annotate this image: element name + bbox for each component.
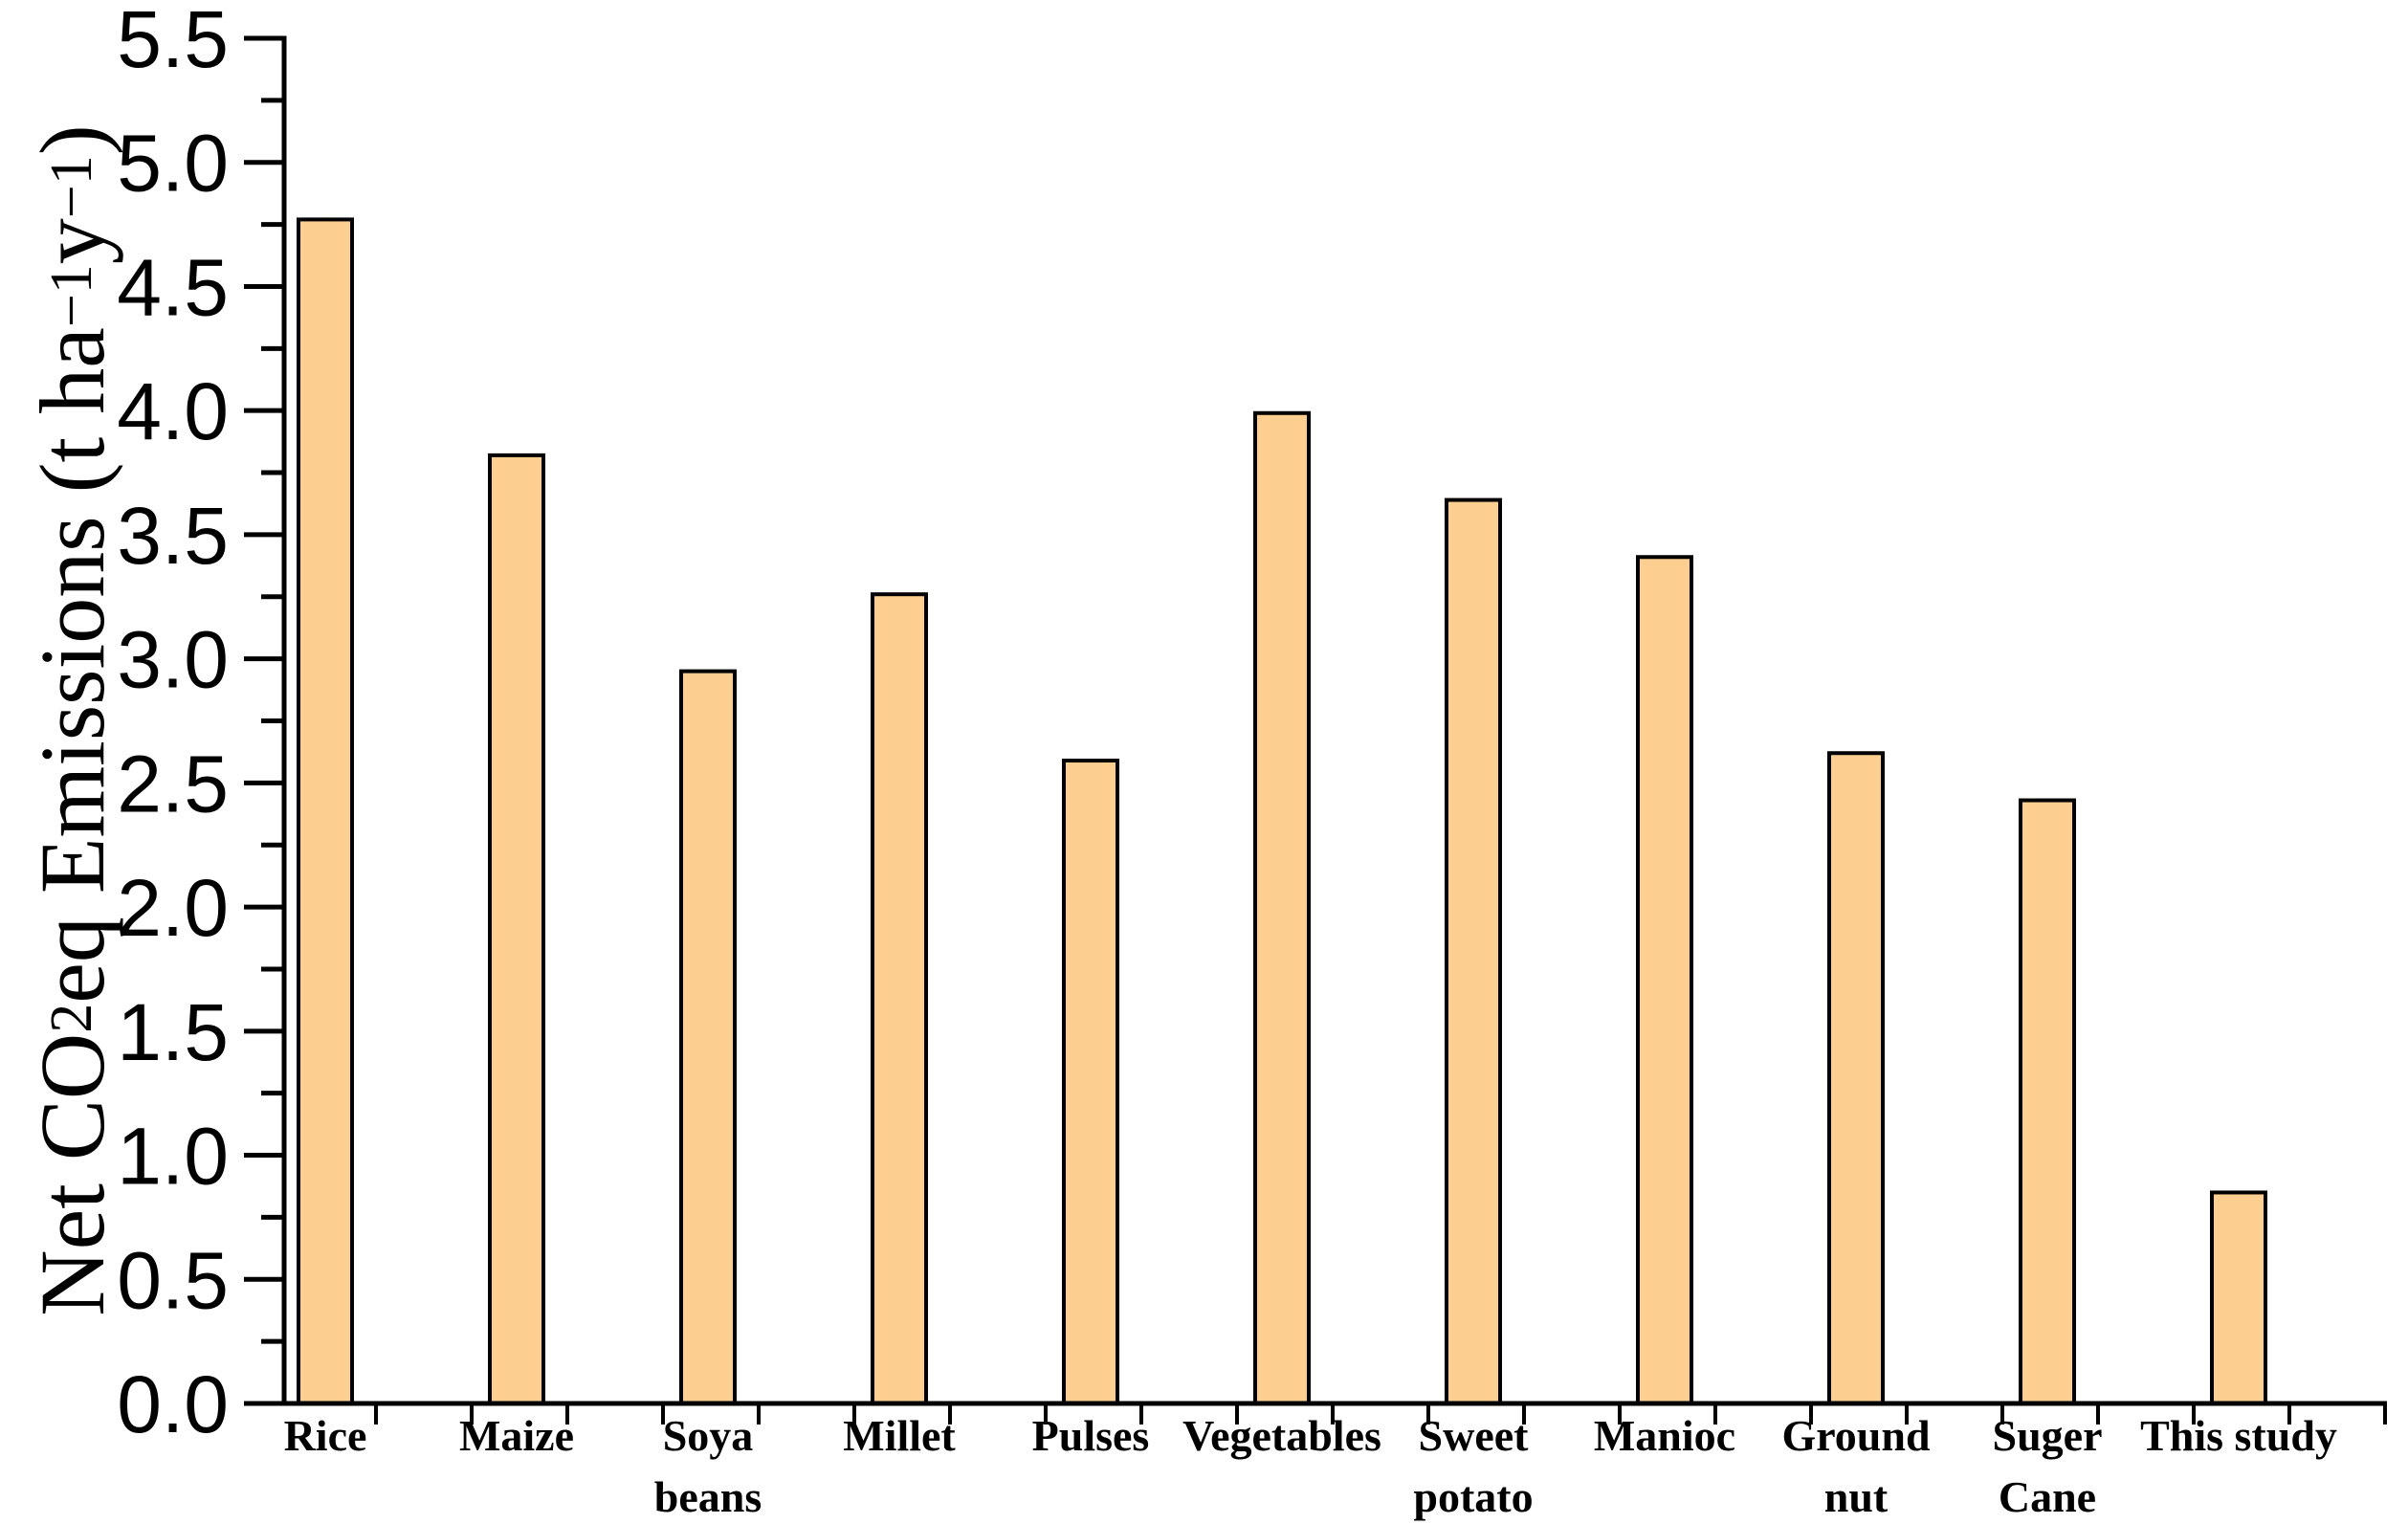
y-tick-label: 0.0 <box>117 1359 229 1449</box>
y-axis-title-segment: y <box>20 218 123 265</box>
y-tick-label: 1.0 <box>117 1112 229 1202</box>
x-category-label-7-line1: Sweet <box>1419 1411 1530 1460</box>
y-tick-label: 4.0 <box>117 366 229 456</box>
x-category-label-8: Manioc <box>1594 1411 1735 1460</box>
bar-8 <box>1636 555 1693 1405</box>
y-tick-label: 1.5 <box>117 987 229 1077</box>
y-axis-title-segment-sup: −1 <box>38 264 104 328</box>
y-axis-title-segment: eq Emissions (t ha <box>20 327 123 1004</box>
bar-5 <box>1062 759 1119 1405</box>
y-tick-label: 0.5 <box>117 1235 229 1325</box>
y-axis-title-segment-sub: 2 <box>38 1003 104 1033</box>
bar-7 <box>1445 497 1502 1405</box>
y-tick-label: 2.5 <box>117 739 229 828</box>
x-category-label-11: This study <box>2140 1411 2337 1460</box>
y-tick-label: 5.0 <box>117 119 229 209</box>
x-category-label-9-line2: nut <box>1824 1472 1889 1521</box>
y-axis-title: Net CO 2 eq Emissions (t ha −1 y −1) <box>14 0 129 1486</box>
bar-6 <box>1253 410 1311 1405</box>
x-category-label-2: Maize <box>459 1411 574 1460</box>
y-axis-title-segment-sup: −1 <box>38 155 104 219</box>
x-category-label-3-line1: Soya <box>663 1411 754 1460</box>
x-category-label-5: Pulses <box>1032 1411 1150 1460</box>
bar-3 <box>679 669 737 1405</box>
y-axis-title-segment: ) <box>20 124 123 156</box>
y-tick-label: 5.5 <box>117 0 229 84</box>
bar-11 <box>2210 1190 2267 1405</box>
x-category-label-6: Vegetables <box>1182 1411 1381 1460</box>
y-axis-title-segment: Net CO <box>20 1032 123 1316</box>
x-category-label-7-line2: potato <box>1413 1472 1533 1521</box>
y-tick-label: 3.5 <box>117 491 229 581</box>
bar-9 <box>1827 751 1885 1405</box>
x-category-label-3-line2: beans <box>654 1472 762 1521</box>
bar-1 <box>297 217 354 1405</box>
x-category-label-9-line1: Ground <box>1781 1411 1931 1460</box>
bar-4 <box>871 592 928 1405</box>
x-category-label-4: Millet <box>843 1411 956 1460</box>
y-tick-label: 4.5 <box>117 242 229 332</box>
bar-2 <box>488 453 545 1406</box>
y-tick-label: 2.0 <box>117 863 229 953</box>
x-category-label-10-line1: Suger <box>1993 1411 2103 1460</box>
x-category-label-1: Rice <box>284 1411 367 1460</box>
y-tick-label: 3.0 <box>117 615 229 705</box>
x-category-label-10-line2: Cane <box>1999 1472 2096 1521</box>
bar-10 <box>2019 798 2076 1405</box>
